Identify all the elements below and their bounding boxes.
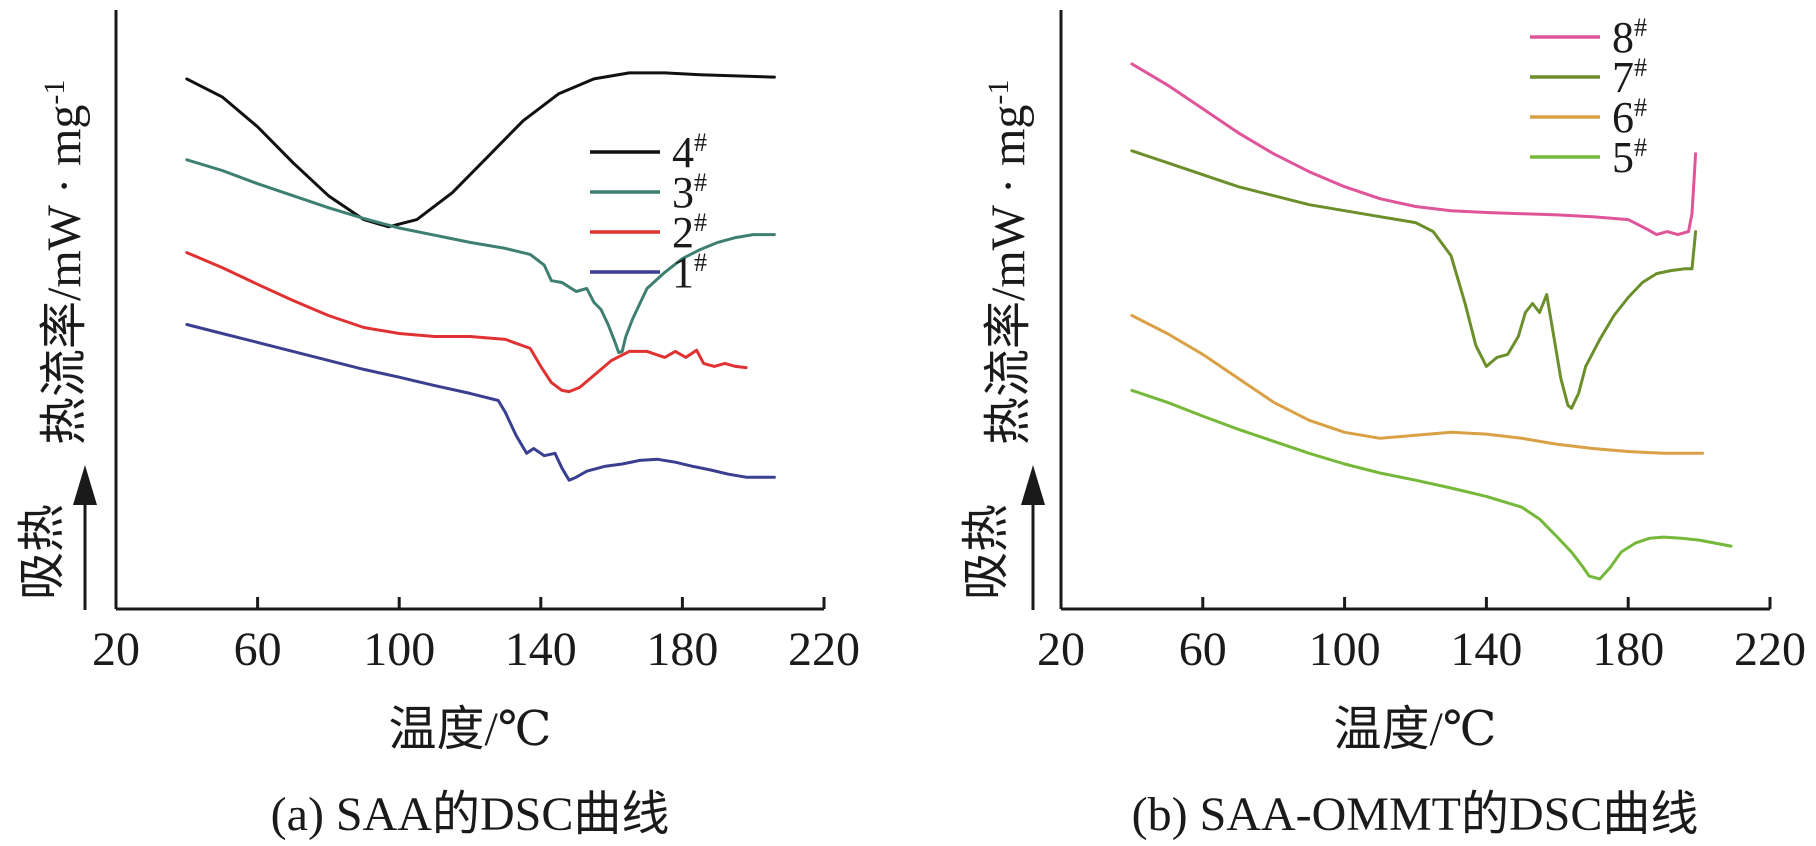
legend-label-sup: # [1634, 53, 1647, 82]
panel-b-legend: 8#7#6#5# [1530, 13, 1647, 182]
panel-b-caption: (b) SAA-OMMT的DSC曲线 [1132, 788, 1699, 841]
x-tick-label: 180 [1592, 623, 1664, 676]
x-tick-label: 60 [234, 623, 282, 676]
series-line-8 [1130, 62, 1698, 237]
x-tick-label: 220 [1734, 623, 1806, 676]
panel-a-saa-dsc: 20 60 100 140 180 220 4#3#2#1# 吸热 热流率/mW · mg… [16, 10, 860, 841]
series-line-2 [185, 251, 748, 394]
panel-a-series [185, 71, 776, 482]
x-tick-label: 20 [92, 623, 140, 676]
series-line-1 [185, 323, 776, 482]
x-tick-label: 180 [646, 623, 718, 676]
legend-label: 4# [672, 128, 707, 177]
panel-a-legend: 4#3#2#1# [590, 128, 707, 297]
series-line-5 [1130, 388, 1733, 581]
x-tick-label: 220 [788, 623, 860, 676]
panel-a-x-tick-labels: 20 60 100 140 180 220 [92, 623, 860, 676]
legend-label-sup: # [694, 248, 707, 277]
series-line-7 [1130, 149, 1698, 410]
x-tick-label: 100 [363, 623, 435, 676]
series-line-4 [185, 71, 776, 229]
legend-label-sup: # [1634, 133, 1647, 162]
panel-b-x-axis-title: 温度/℃ [1333, 703, 1496, 756]
series-line-3 [185, 158, 776, 355]
legend-label-sup: # [694, 168, 707, 197]
legend-label: 6# [1612, 93, 1647, 142]
legend-label: 7# [1612, 53, 1647, 102]
x-tick-label: 100 [1309, 623, 1381, 676]
legend-label: 5# [1612, 133, 1647, 182]
x-tick-label: 140 [1450, 623, 1522, 676]
legend-label-number: 2 [672, 208, 694, 257]
panel-b-y-axis-title: 热流率/mW · mg-1 [982, 80, 1035, 445]
legend-label: 2# [672, 208, 707, 257]
legend-label-sup: # [694, 208, 707, 237]
panel-b-endotherm-arrow-icon [1021, 465, 1045, 505]
panel-b-x-ticks [1059, 597, 1772, 609]
panel-b-x-tick-labels: 20 60 100 140 180 220 [1037, 623, 1806, 676]
x-tick-label: 60 [1179, 623, 1227, 676]
panel-a-caption: (a) SAA的DSC曲线 [271, 788, 670, 841]
panel-b-series [1130, 62, 1733, 581]
legend-label: 1# [672, 248, 707, 297]
legend-label-number: 1 [672, 248, 694, 297]
panel-a-x-ticks [114, 597, 826, 609]
x-tick-label: 20 [1037, 623, 1085, 676]
legend-label-number: 7 [1612, 53, 1634, 102]
legend-label-number: 5 [1612, 133, 1634, 182]
panel-b-y-direction-label: 吸热 [960, 504, 1013, 600]
panel-a-y-axis-title: 热流率/mW · mg-1 [38, 80, 91, 445]
legend-label-sup: # [694, 128, 707, 157]
x-tick-label: 140 [505, 623, 577, 676]
legend-label-sup: # [1634, 13, 1647, 42]
legend-label-number: 3 [672, 168, 694, 217]
panel-b-saa-ommt-dsc: 20 60 100 140 180 220 8#7#6#5# 吸热 热流率/mW · mg… [960, 10, 1806, 841]
series-line-6 [1130, 314, 1705, 455]
panel-a-x-axis-title: 温度/℃ [388, 703, 551, 756]
panel-a-y-direction-label: 吸热 [16, 504, 69, 600]
legend-label: 8# [1612, 13, 1647, 62]
legend-label: 3# [672, 168, 707, 217]
panel-a-endotherm-arrow-icon [73, 465, 97, 505]
panel-a-y-axis-title-sup: -1 [38, 80, 71, 105]
legend-label-number: 6 [1612, 93, 1634, 142]
panel-a-y-axis-title-main: 热流率/mW · mg [38, 105, 91, 445]
legend-label-sup: # [1634, 93, 1647, 122]
legend-label-number: 4 [672, 128, 694, 177]
panel-b-y-axis-title-sup: -1 [982, 80, 1015, 105]
legend-label-number: 8 [1612, 13, 1634, 62]
panel-b-y-axis-title-main: 热流率/mW · mg [982, 105, 1035, 445]
